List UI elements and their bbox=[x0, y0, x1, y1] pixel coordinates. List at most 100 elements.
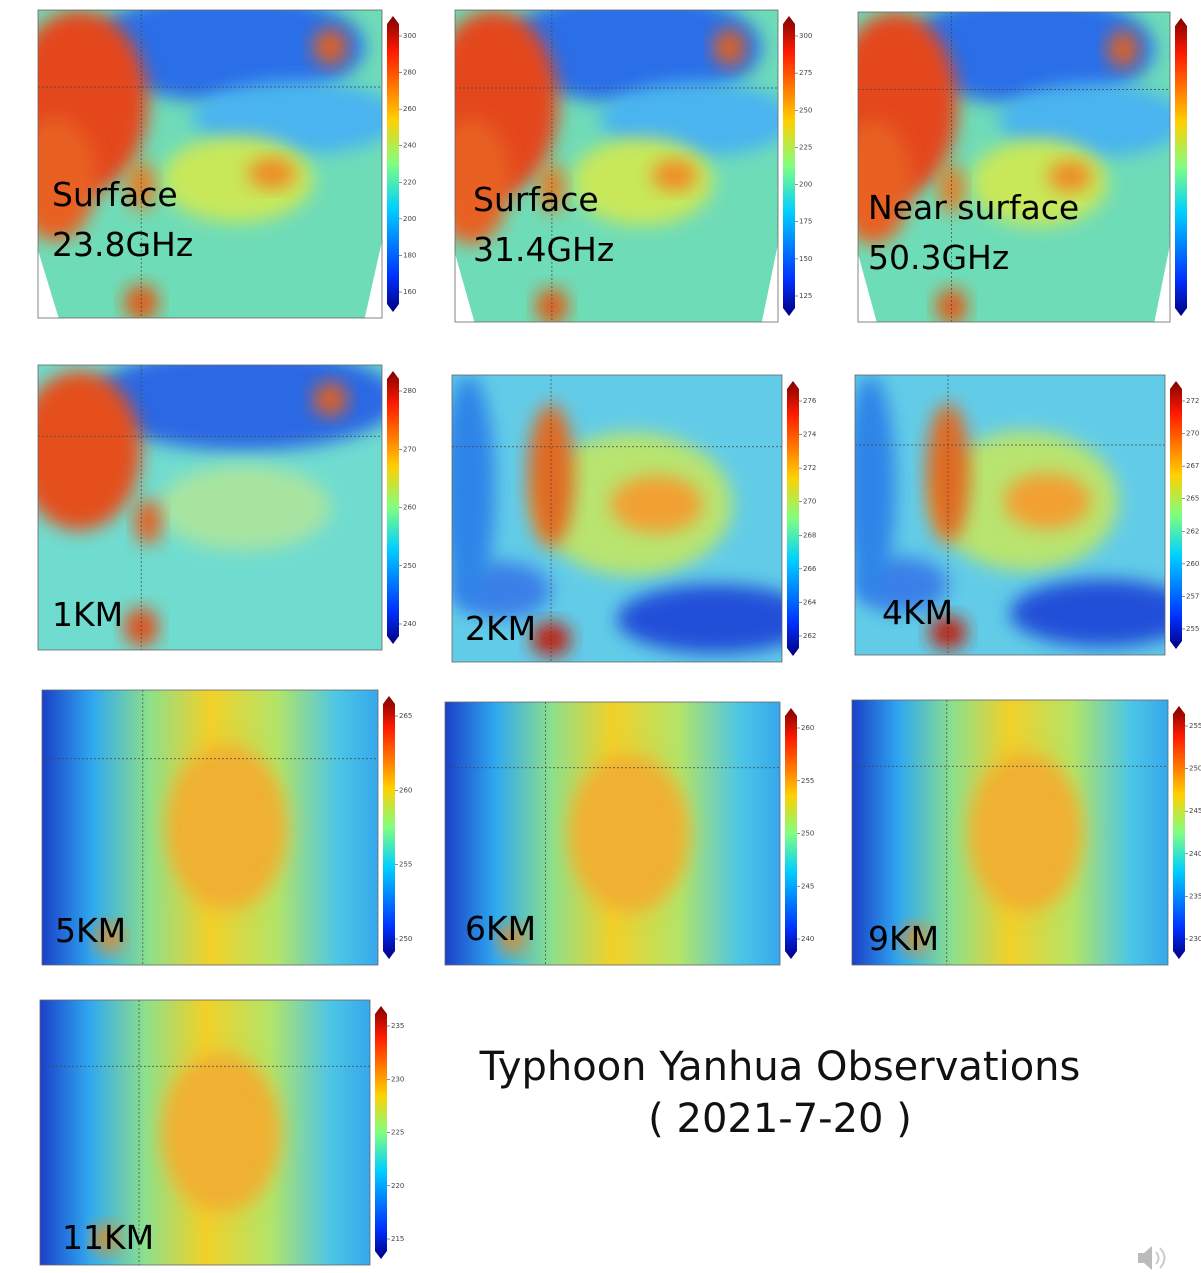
colorbar-tick-label: 262 bbox=[803, 632, 816, 640]
colorbar bbox=[787, 381, 799, 656]
colorbar-tick-label: 264 bbox=[803, 598, 817, 606]
map-blob bbox=[162, 1053, 281, 1212]
map-panel: 300 280 260 240 220 200 180 160 Surface 23.8GHz bbox=[10, 0, 416, 321]
colorbar-tick-label: 265 bbox=[399, 712, 412, 720]
map-blob bbox=[617, 585, 815, 654]
colorbar-tick-label: 270 bbox=[803, 498, 816, 506]
colorbar-tick-label: 235 bbox=[1189, 892, 1201, 900]
colorbar-tick-label: 255 bbox=[801, 777, 814, 785]
panel-label: 5KM bbox=[55, 911, 126, 950]
colorbar-tick-label: 220 bbox=[391, 1182, 404, 1190]
panel-label: 6KM bbox=[465, 909, 536, 948]
colorbar bbox=[1173, 706, 1185, 959]
colorbar-tick-label: 245 bbox=[801, 882, 814, 890]
colorbar-tick-label: 300 bbox=[799, 32, 812, 40]
slide-subtitle: ( 2021-7-20 ) bbox=[648, 1096, 912, 1142]
panel-label: Surface bbox=[473, 180, 599, 219]
colorbar-tick-label: 260 bbox=[403, 105, 416, 113]
colorbar-tick-label: 215 bbox=[391, 1235, 404, 1243]
colorbar-tick-label: 250 bbox=[399, 935, 412, 943]
colorbar-tick-label: 272 bbox=[1186, 397, 1199, 405]
colorbar bbox=[1175, 18, 1187, 316]
panel-label: 2KM bbox=[465, 609, 536, 648]
colorbar-tick-label: 150 bbox=[799, 255, 812, 263]
colorbar-tick-label: 200 bbox=[799, 181, 812, 189]
colorbar-tick-label: 255 bbox=[1186, 625, 1199, 633]
panel-label: Surface bbox=[52, 175, 178, 214]
colorbar-tick-label: 240 bbox=[801, 935, 814, 943]
map-panel: 255 250 245 240 235 230 9KM bbox=[852, 700, 1201, 965]
panel-label: 4KM bbox=[882, 593, 953, 632]
panel-label: 9KM bbox=[868, 919, 939, 958]
colorbar-tick-label: 250 bbox=[1189, 765, 1201, 773]
map-blob bbox=[166, 745, 287, 910]
map-blob bbox=[134, 499, 162, 545]
slide: Typhoon Yanhua Observations ( 2021-7-20 … bbox=[0, 0, 1201, 1273]
colorbar-tick-label: 240 bbox=[1189, 850, 1201, 858]
colorbar-tick-label: 220 bbox=[403, 178, 416, 186]
panel-label: 50.3GHz bbox=[868, 238, 1009, 277]
colorbar-tick-label: 300 bbox=[403, 32, 416, 40]
panel-label: Near surface bbox=[868, 188, 1079, 227]
colorbar-tick-label: 265 bbox=[1186, 495, 1199, 503]
map-blob bbox=[17, 371, 141, 531]
map-blob bbox=[569, 755, 690, 913]
colorbar-tick-label: 250 bbox=[799, 106, 812, 114]
slide-title: Typhoon Yanhua Observations bbox=[479, 1044, 1081, 1090]
colorbar-tick-label: 180 bbox=[403, 251, 416, 259]
colorbar-tick-label: 270 bbox=[403, 445, 416, 453]
panel-label: 11KM bbox=[62, 1218, 154, 1257]
map-blob bbox=[442, 375, 495, 605]
map-blob bbox=[610, 475, 702, 532]
map-blob bbox=[1108, 31, 1139, 68]
colorbar-tick-label: 225 bbox=[799, 143, 812, 151]
colorbar-tick-label: 260 bbox=[1186, 560, 1199, 568]
map-image bbox=[10, 0, 399, 321]
colorbar-tick-label: 200 bbox=[403, 215, 416, 223]
map-blob bbox=[969, 753, 1083, 912]
map-panel: 300275250225200175150125Surface31.4GHz bbox=[429, 0, 812, 325]
colorbar-tick-label: 255 bbox=[1189, 722, 1201, 730]
speaker-icon[interactable] bbox=[1138, 1246, 1165, 1270]
colorbar bbox=[785, 708, 797, 959]
map-blob bbox=[313, 28, 347, 65]
colorbar-tick-label: 245 bbox=[1189, 807, 1201, 815]
colorbar-tick-label: 257 bbox=[1186, 592, 1199, 600]
colorbar-tick-label: 274 bbox=[803, 431, 817, 439]
colorbar-tick-label: 240 bbox=[403, 142, 416, 150]
map-blob bbox=[652, 160, 697, 191]
colorbar-tick-label: 175 bbox=[799, 218, 812, 226]
colorbar-tick-label: 240 bbox=[403, 620, 416, 628]
colorbar bbox=[375, 1006, 387, 1259]
colorbar-tick-label: 267 bbox=[1186, 462, 1199, 470]
colorbar-tick-label: 255 bbox=[399, 861, 412, 869]
colorbar bbox=[1170, 381, 1182, 649]
colorbar-tick-label: 275 bbox=[799, 69, 812, 77]
panel-label: 23.8GHz bbox=[52, 225, 193, 264]
colorbar-tick-label: 230 bbox=[1189, 935, 1201, 943]
colorbar-tick-label: 276 bbox=[803, 397, 817, 405]
colorbar-tick-label: 266 bbox=[803, 565, 817, 573]
colorbar bbox=[387, 371, 399, 644]
map-blob bbox=[313, 382, 347, 416]
panel-label: 1KM bbox=[52, 595, 123, 634]
colorbar-tick-label: 160 bbox=[403, 288, 416, 296]
colorbar-tick-label: 260 bbox=[801, 724, 814, 732]
map-panel: Near surface 50.3GHz bbox=[833, 0, 1187, 325]
colorbar-tick-label: 250 bbox=[403, 562, 416, 570]
colorbar-tick-label: 260 bbox=[403, 504, 416, 512]
colorbar-tick-label: 235 bbox=[391, 1022, 404, 1030]
map-blob bbox=[1004, 473, 1091, 529]
colorbar-tick-label: 268 bbox=[803, 531, 816, 539]
map-blob bbox=[846, 375, 896, 599]
colorbar-tick-label: 280 bbox=[403, 69, 416, 77]
colorbar bbox=[387, 16, 399, 312]
colorbar-tick-label: 230 bbox=[391, 1075, 404, 1083]
colorbar-tick-label: 262 bbox=[1186, 527, 1199, 535]
